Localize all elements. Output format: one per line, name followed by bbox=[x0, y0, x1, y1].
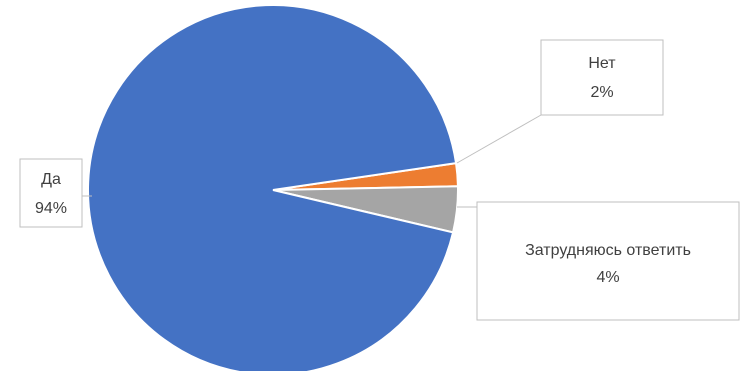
pie-slices bbox=[87, 4, 459, 371]
data-label-da: Да 94% bbox=[19, 158, 83, 228]
callout-box-da bbox=[19, 158, 83, 228]
data-label-da-name: Да bbox=[41, 171, 61, 188]
data-label-zatrud: Затрудняюсь ответить 4% bbox=[476, 201, 740, 321]
data-label-zatrud-name: Затрудняюсь ответить bbox=[525, 242, 691, 259]
data-label-zatrud-value: 4% bbox=[596, 269, 619, 286]
leader-line-net bbox=[456, 114, 542, 164]
data-label-net: Нет 2% bbox=[540, 39, 664, 116]
data-label-net-value: 2% bbox=[590, 84, 613, 101]
data-label-net-name: Нет bbox=[588, 55, 616, 72]
callout-box-net bbox=[540, 39, 664, 116]
pie-slice-da bbox=[87, 4, 458, 371]
data-label-da-value: 94% bbox=[35, 200, 67, 217]
callout-box-zatrud bbox=[476, 201, 740, 321]
